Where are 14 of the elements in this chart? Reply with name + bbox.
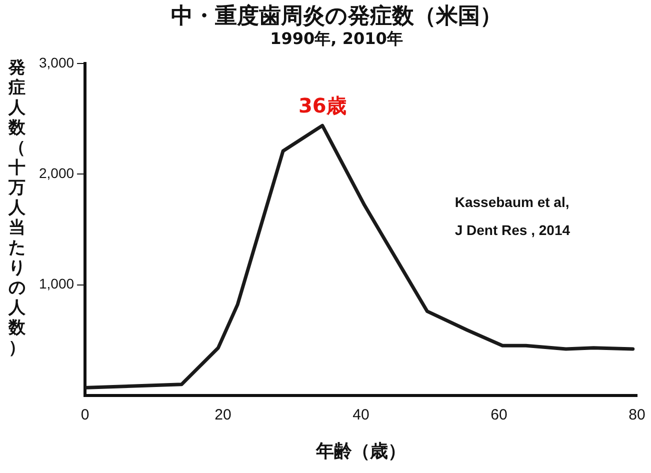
text: 発症人数（十万人当たりの人数） (8, 58, 26, 358)
annotation: Kassebaum et al, J Dent Res , 2014 (454, 194, 570, 238)
chart-subtitle: 1990年, 2010年 (270, 29, 403, 48)
chart-title: 中・重度歯周炎の発症数（米国） (171, 2, 502, 29)
y-tick-label: 3,000 (38, 54, 74, 70)
y-tick-label: 1,000 (38, 276, 74, 292)
x-tick-label: 40 (352, 406, 370, 424)
x-tick-label: 20 (214, 406, 232, 424)
x-tick-label: 80 (628, 406, 646, 424)
annotation: 36歳 (298, 94, 346, 118)
x-tick-label: 60 (490, 406, 508, 424)
y-tick-label: 2,000 (38, 165, 74, 182)
x-tick-label: 0 (80, 406, 90, 424)
x-axis-title: 年齢（歳） (315, 440, 406, 462)
